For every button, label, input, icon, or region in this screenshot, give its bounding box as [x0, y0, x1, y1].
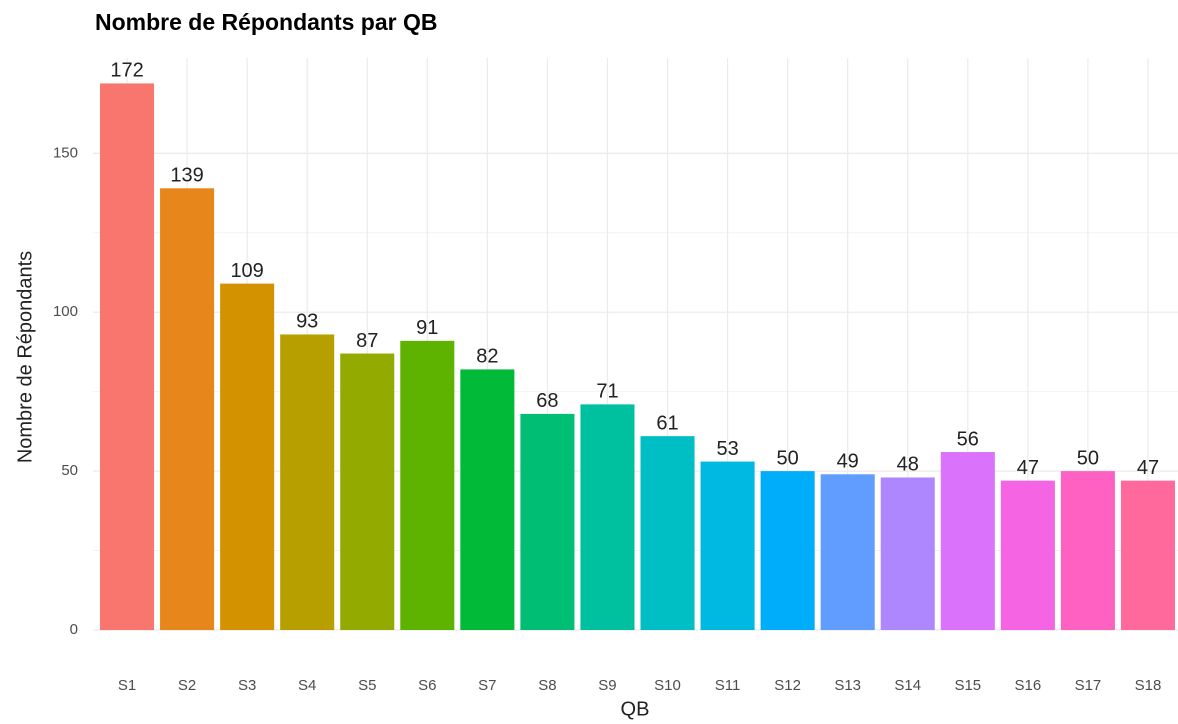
bar — [700, 461, 755, 630]
value-label: 139 — [170, 165, 203, 187]
value-label: 50 — [777, 447, 799, 469]
x-tick-label: S3 — [238, 677, 256, 694]
x-tick-label: S13 — [834, 677, 861, 694]
x-tick-label: S6 — [418, 677, 436, 694]
bar — [820, 474, 875, 630]
bar — [1000, 480, 1055, 630]
x-tick-label: S18 — [1135, 677, 1162, 694]
value-label: 50 — [1077, 447, 1099, 469]
x-tick-label: S4 — [298, 677, 316, 694]
value-label: 109 — [230, 260, 263, 282]
value-label: 91 — [416, 317, 438, 339]
bar — [400, 340, 455, 630]
x-tick-label: S2 — [178, 677, 196, 694]
bar — [340, 353, 395, 630]
value-label: 172 — [110, 60, 143, 82]
x-tick-label: S15 — [954, 677, 981, 694]
bar — [160, 188, 215, 631]
y-tick-label: 50 — [61, 462, 78, 479]
x-tick-label: S12 — [774, 677, 801, 694]
x-tick-label: S9 — [598, 677, 616, 694]
bar — [760, 471, 815, 630]
bar — [520, 413, 575, 630]
chart-title: Nombre de Répondants par QB — [95, 9, 437, 35]
value-label: 61 — [656, 412, 678, 434]
value-label: 93 — [296, 311, 318, 333]
x-axis-title: QB — [621, 698, 650, 720]
bar — [100, 83, 155, 630]
x-tick-label: S7 — [478, 677, 496, 694]
x-tick-label: S8 — [538, 677, 556, 694]
value-label: 87 — [356, 330, 378, 352]
x-tick-label: S1 — [118, 677, 136, 694]
bar — [580, 404, 635, 630]
x-tick-label: S17 — [1075, 677, 1102, 694]
bar — [940, 452, 995, 630]
bar — [1060, 471, 1115, 630]
value-label: 47 — [1017, 457, 1039, 479]
x-tick-label: S10 — [654, 677, 681, 694]
y-tick-label: 150 — [53, 144, 78, 161]
value-label: 82 — [476, 346, 498, 368]
bar — [220, 283, 275, 630]
x-tick-label: S11 — [715, 677, 741, 694]
value-label: 47 — [1137, 457, 1159, 479]
bar — [460, 369, 515, 630]
x-tick-label: S5 — [358, 677, 376, 694]
bar — [640, 436, 695, 630]
y-axis-title: Nombre de Répondants — [14, 251, 36, 463]
y-tick-label: 0 — [70, 621, 78, 638]
x-tick-label: S16 — [1015, 677, 1042, 694]
value-label: 68 — [536, 390, 558, 412]
value-label: 71 — [596, 381, 618, 403]
value-label: 49 — [837, 451, 859, 473]
bar — [280, 334, 335, 630]
value-label: 53 — [716, 438, 738, 460]
y-tick-label: 100 — [53, 303, 78, 320]
bar — [880, 477, 935, 630]
value-label: 48 — [897, 454, 919, 476]
value-label: 56 — [957, 428, 979, 450]
x-tick-label: S14 — [894, 677, 921, 694]
bar — [1120, 480, 1175, 630]
